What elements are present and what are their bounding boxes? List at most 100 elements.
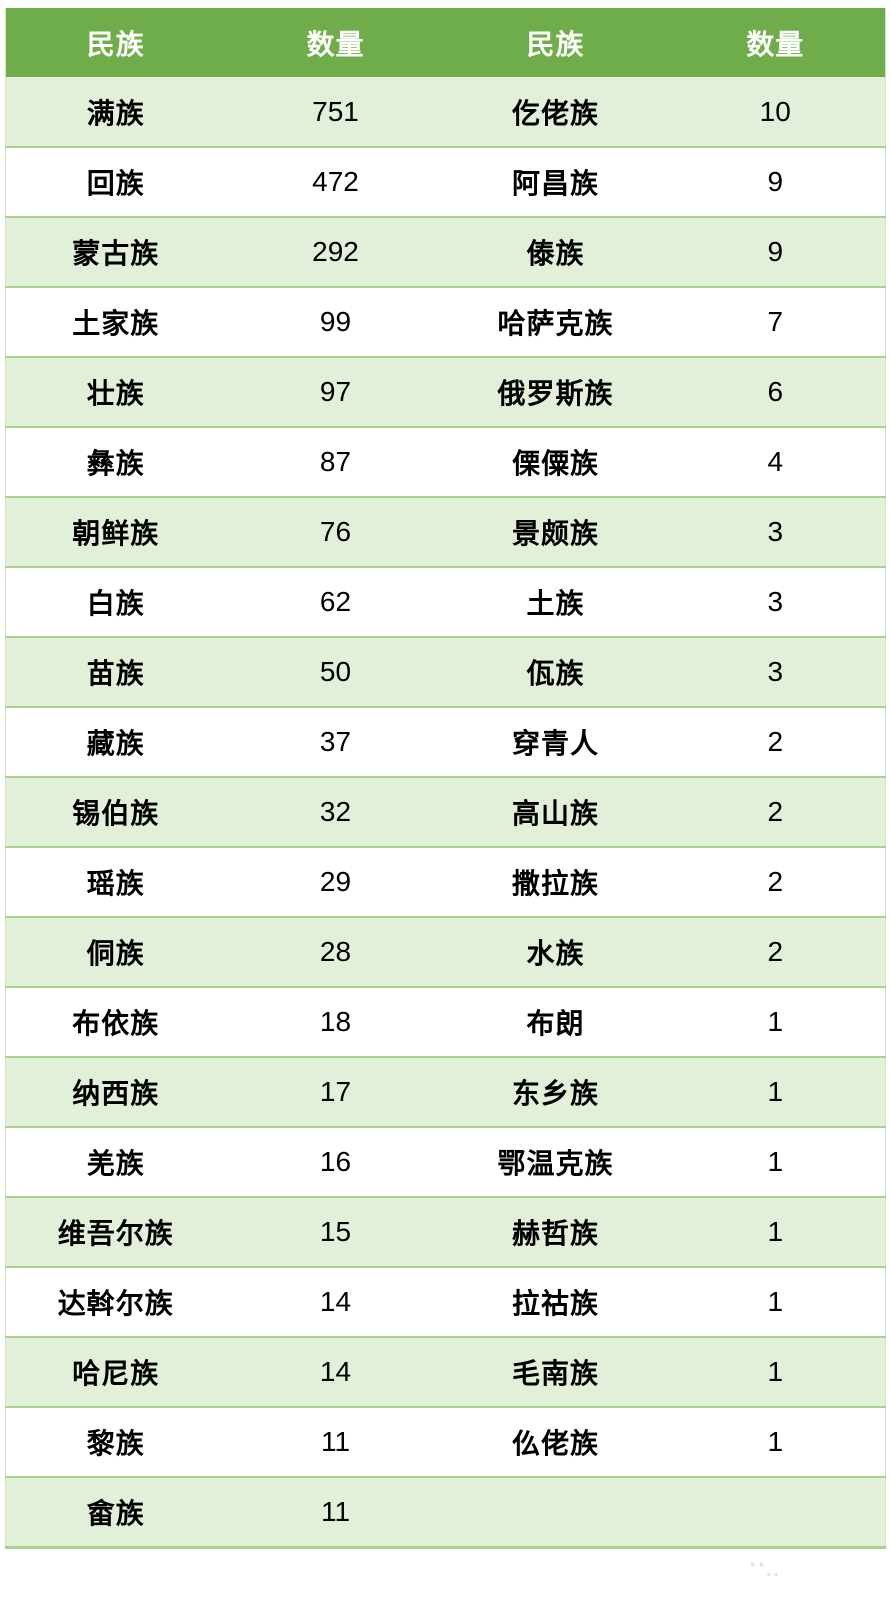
count-cell: 17 [319,1076,352,1107]
ethnicity-cell: 维吾尔族 [57,1218,174,1249]
ethnicity-cell: 瑶族 [86,868,145,899]
ethnicity-cell: 水族 [526,938,585,969]
ethnicity-cell: 俄罗斯族 [497,378,614,409]
table-row: 瑶族 29 撒拉族 2 [5,847,886,917]
ethnicity-cell: 东乡族 [511,1078,599,1109]
table-row: 维吾尔族 15 赫哲族 1 [5,1197,886,1267]
ethnicity-cell: 彝族 [86,448,145,479]
count-cell: 14 [319,1356,352,1387]
ethnicity-cell: 满族 [86,97,145,129]
count-cell: 87 [319,446,352,477]
ethnicity-cell: 锡伯族 [72,798,160,829]
count-cell: 28 [319,936,352,967]
ethnicity-cell: 回族 [86,168,145,199]
table-row: 黎族 11 仫佬族 1 [5,1407,886,1477]
count-cell: 11 [320,1426,351,1457]
count-cell: 11 [320,1495,351,1527]
ethnicity-cell: 哈尼族 [72,1358,160,1389]
ethnicity-cell: 布依族 [72,1008,160,1039]
count-cell: 2 [767,726,784,757]
count-cell: 1 [767,1356,784,1387]
count-cell [666,1477,886,1547]
count-cell: 1 [767,1286,784,1317]
count-cell: 3 [767,586,784,617]
count-cell: 9 [767,166,784,197]
count-cell: 62 [319,586,352,617]
table-row: 哈尼族 14 毛南族 1 [5,1337,886,1407]
count-cell: 29 [319,866,352,897]
ethnicity-cell [446,1477,666,1547]
count-cell: 3 [767,516,784,547]
count-cell: 37 [319,726,352,757]
ethnicity-cell: 穿青人 [511,728,599,759]
col-header-ethnicity-right: 民族 [445,8,666,77]
count-cell: 1 [767,1426,784,1457]
ethnicity-cell: 畲族 [86,1497,145,1529]
count-cell: 4 [767,446,784,477]
table-row: 锡伯族 32 高山族 2 [5,777,886,847]
ethnicity-cell: 仫佬族 [511,1428,599,1459]
col-header-ethnicity-left: 民族 [5,8,226,77]
ethnicity-cell: 撒拉族 [511,868,599,899]
table-row: 藏族 37 穿青人 2 [5,707,886,777]
ethnicity-cell: 鄂温克族 [497,1148,614,1179]
ethnicity-cell: 黎族 [86,1428,145,1459]
count-cell: 1 [767,1076,784,1107]
ethnicity-cell: 布朗 [526,1008,585,1039]
table-row: 满族 751 仡佬族 10 [5,77,886,147]
ethnicity-cell: 羌族 [86,1148,145,1179]
watermark-label: 云执照 [790,1557,875,1587]
table-row: 纳西族 17 东乡族 1 [5,1057,886,1127]
ethnicity-cell: 纳西族 [72,1078,160,1109]
ethnicity-cell: 景颇族 [511,518,599,549]
table-row: 苗族 50 佤族 3 [5,637,886,707]
count-cell: 16 [319,1146,352,1177]
count-cell: 292 [312,236,359,267]
count-cell: 32 [319,796,352,827]
count-cell: 2 [767,936,784,967]
count-cell: 18 [319,1006,352,1037]
header-row: 民族 数量 民族 数量 [5,8,886,77]
count-cell: 1 [767,1006,784,1037]
count-cell: 7 [767,306,784,337]
ethnicity-cell: 苗族 [86,658,145,689]
count-cell: 1 [767,1216,784,1247]
ethnicity-cell: 高山族 [511,798,599,829]
ethnicity-cell: 土族 [526,588,585,619]
ethnicity-count-table: 民族 数量 民族 数量 满族 751 仡佬族 10 回族 472 阿昌族 9 蒙古族 292 傣族 9… [5,8,886,1549]
table-row: 彝族 87 傈僳族 4 [5,427,886,497]
table-row: 回族 472 阿昌族 9 [5,147,886,217]
table-row: 畲族 11 [5,1477,886,1547]
ethnicity-cell: 毛南族 [511,1358,599,1389]
table-row: 羌族 16 鄂温克族 1 [5,1127,886,1197]
watermark: 云执照 [742,1552,875,1589]
count-cell: 1 [767,1146,784,1177]
count-cell: 3 [767,656,784,687]
ethnicity-cell: 傈僳族 [511,448,599,479]
count-cell: 2 [767,866,784,897]
table-row: 达斡尔族 14 拉祜族 1 [5,1267,886,1337]
table-row: 白族 62 土族 3 [5,567,886,637]
table-row: 侗族 28 水族 2 [5,917,886,987]
table-row: 土家族 99 哈萨克族 7 [5,287,886,357]
count-cell: 751 [312,95,359,127]
ethnicity-cell: 赫哲族 [511,1218,599,1249]
ethnicity-cell: 藏族 [86,728,145,759]
ethnicity-cell: 壮族 [86,378,145,409]
count-cell: 15 [319,1216,352,1247]
count-cell: 10 [759,95,791,127]
ethnicity-cell: 拉祜族 [511,1288,599,1319]
count-cell: 472 [312,166,359,197]
count-cell: 50 [319,656,352,687]
table-row: 蒙古族 292 傣族 9 [5,217,886,287]
count-cell: 9 [767,236,784,267]
count-cell: 6 [767,376,784,407]
col-header-count-right: 数量 [665,8,886,77]
table-row: 朝鲜族 76 景颇族 3 [5,497,886,567]
ethnicity-cell: 侗族 [86,938,145,969]
col-header-count-left: 数量 [225,8,446,77]
ethnicity-cell: 仡佬族 [511,97,599,129]
count-cell: 97 [319,376,352,407]
ethnicity-cell: 阿昌族 [511,168,599,199]
